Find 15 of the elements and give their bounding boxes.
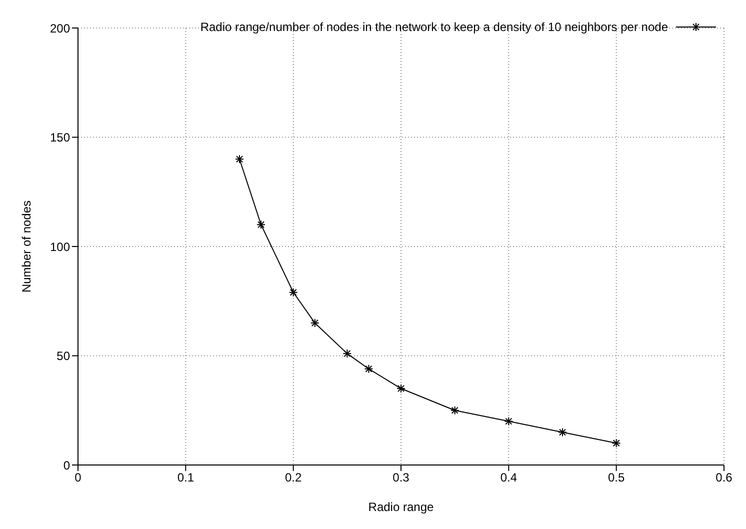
- y-tick-label: 100: [50, 240, 70, 254]
- y-tick-label: 50: [56, 349, 70, 364]
- legend-label: Radio range/number of nodes in the network to keep a density of 10 neighbors per node: [200, 20, 668, 34]
- x-tick-label: 0.3: [392, 470, 410, 485]
- x-tick-label: 0: [74, 470, 82, 485]
- x-tick-label: 0.1: [177, 470, 194, 485]
- y-tick-label: 150: [50, 130, 70, 145]
- y-tick-label: 0: [63, 458, 70, 472]
- y-tick-label: 200: [50, 21, 70, 36]
- x-tick-label: 0.5: [608, 470, 625, 485]
- x-axis-title: Radio range: [368, 500, 434, 514]
- x-tick-label: 0.6: [716, 470, 733, 485]
- x-tick-label: 0.4: [500, 470, 518, 485]
- x-tick-label: 0.2: [284, 470, 302, 485]
- y-axis-title: Number of nodes: [19, 200, 34, 293]
